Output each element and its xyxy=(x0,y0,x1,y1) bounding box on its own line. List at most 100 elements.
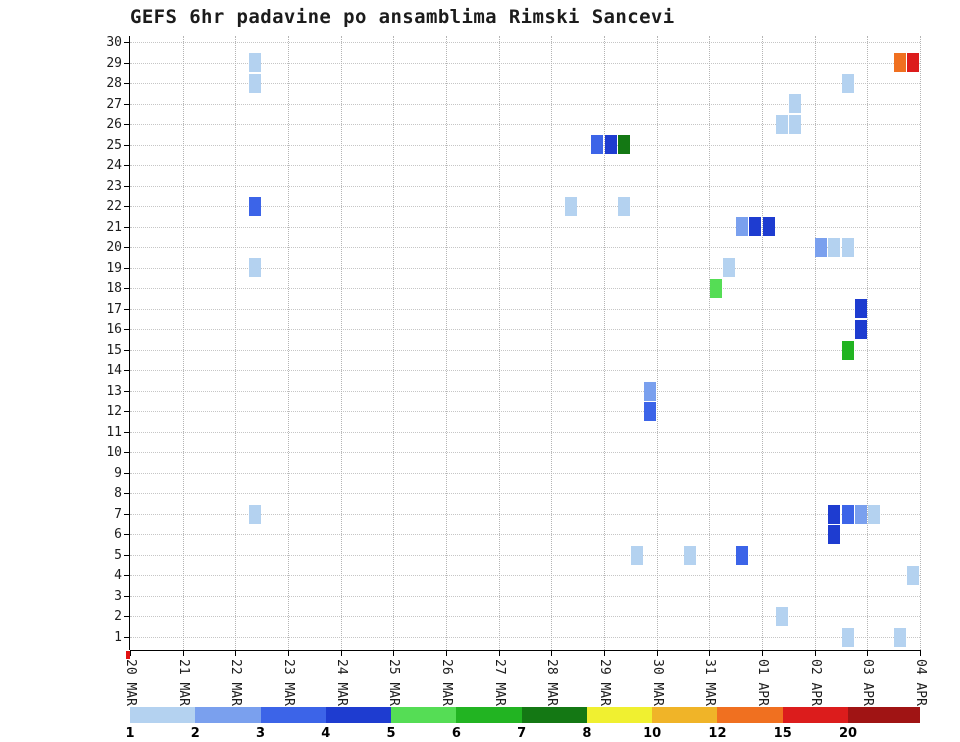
y-tick xyxy=(124,308,129,310)
precip-cell xyxy=(854,299,867,319)
v-gridline xyxy=(235,36,237,650)
x-tick-label: 29 MAR xyxy=(597,659,612,706)
precip-cell xyxy=(828,237,841,257)
precip-cell xyxy=(249,504,262,524)
precip-cell xyxy=(867,504,880,524)
h-gridline xyxy=(130,185,920,187)
y-tick-label: 24 xyxy=(106,158,122,174)
x-tick-label: 31 MAR xyxy=(702,659,718,706)
y-tick xyxy=(124,226,129,228)
y-tick-label: 8 xyxy=(114,486,122,502)
h-gridline xyxy=(130,247,920,249)
y-tick-label: 9 xyxy=(114,465,122,481)
v-gridline xyxy=(867,36,869,650)
h-gridline xyxy=(130,267,920,269)
colorbar-segment xyxy=(325,707,392,723)
colorbar-tick-label: 6 xyxy=(451,726,461,741)
precip-cell xyxy=(828,525,841,545)
y-tick xyxy=(124,267,129,269)
x-tick xyxy=(867,650,869,656)
x-tick xyxy=(604,650,605,656)
h-gridline xyxy=(130,431,920,433)
precip-cell xyxy=(841,627,854,647)
x-tick-label: 28 MAR xyxy=(544,659,560,706)
colorbar-segment xyxy=(717,707,783,723)
y-tick-label: 10 xyxy=(106,445,122,461)
y-tick-label: 21 xyxy=(106,219,122,235)
time-origin-marker xyxy=(126,651,130,659)
y-tick xyxy=(124,370,129,372)
v-gridline xyxy=(814,36,816,650)
colorbar-tick-label: 12 xyxy=(708,726,727,741)
v-gridline xyxy=(762,36,763,650)
y-tick xyxy=(124,83,129,85)
y-tick-label: 7 xyxy=(114,506,122,522)
precip-cell xyxy=(617,135,630,155)
colorbar-tick-label: 4 xyxy=(321,726,331,741)
y-tick xyxy=(124,144,129,146)
y-tick xyxy=(124,534,129,536)
x-tick xyxy=(288,650,289,656)
precip-cell xyxy=(736,217,749,237)
precip-cell xyxy=(591,135,604,155)
h-gridline xyxy=(130,83,920,85)
colorbar-tick-label: 10 xyxy=(643,726,662,741)
precip-cell xyxy=(907,566,920,586)
y-tick xyxy=(124,452,129,454)
y-tick-label: 18 xyxy=(106,281,122,297)
y-tick xyxy=(124,637,129,638)
v-gridline xyxy=(182,36,184,650)
y-tick xyxy=(124,288,129,290)
h-gridline xyxy=(130,329,920,331)
x-tick-label: 01 APR xyxy=(755,659,770,706)
y-tick-label: 16 xyxy=(106,322,122,338)
x-tick xyxy=(393,650,395,656)
x-tick-label: 25 MAR xyxy=(386,659,402,706)
y-axis-line xyxy=(129,36,130,650)
precip-cell xyxy=(736,545,749,565)
colorbar-segment xyxy=(652,707,718,723)
y-tick xyxy=(124,349,129,351)
colorbar-tick-label: 7 xyxy=(517,726,527,741)
precip-cell xyxy=(841,237,854,257)
x-tick xyxy=(340,650,342,656)
colorbar-segment xyxy=(848,707,920,723)
precip-cell xyxy=(249,53,262,73)
x-tick-label: 22 MAR xyxy=(228,659,244,706)
y-tick-label: 19 xyxy=(106,260,122,276)
h-gridline xyxy=(130,554,920,556)
y-tick xyxy=(124,42,129,43)
colorbar-tick-label: 20 xyxy=(838,726,858,741)
x-tick-label: 20 MAR xyxy=(123,659,138,706)
colorbar-segment xyxy=(130,707,196,723)
h-gridline xyxy=(130,144,920,146)
colorbar-tick-label: 3 xyxy=(256,726,266,741)
colorbar-tick-label: 2 xyxy=(190,726,200,741)
h-gridline xyxy=(130,42,920,43)
y-tick xyxy=(124,472,129,474)
v-gridline xyxy=(340,36,342,650)
y-tick-label: 27 xyxy=(106,96,122,112)
y-tick xyxy=(124,431,129,433)
x-tick-label: 03 APR xyxy=(860,659,876,706)
h-gridline xyxy=(130,534,920,536)
h-gridline xyxy=(130,62,920,64)
colorbar-segment xyxy=(521,707,587,723)
colorbar-segment xyxy=(195,707,261,723)
precip-cell xyxy=(894,627,907,647)
h-gridline xyxy=(130,288,920,290)
x-tick-label: 23 MAR xyxy=(281,659,296,706)
y-tick-label: 12 xyxy=(106,404,122,420)
h-gridline xyxy=(130,226,920,228)
v-gridline xyxy=(920,36,921,650)
x-tick-label: 04 APR xyxy=(913,659,928,706)
y-tick xyxy=(124,616,129,618)
y-tick-label: 28 xyxy=(106,76,122,92)
y-tick-label: 1 xyxy=(114,630,122,645)
x-axis-line xyxy=(130,650,920,651)
precip-cell xyxy=(249,196,262,216)
v-gridline xyxy=(393,36,395,650)
x-tick xyxy=(446,650,447,656)
